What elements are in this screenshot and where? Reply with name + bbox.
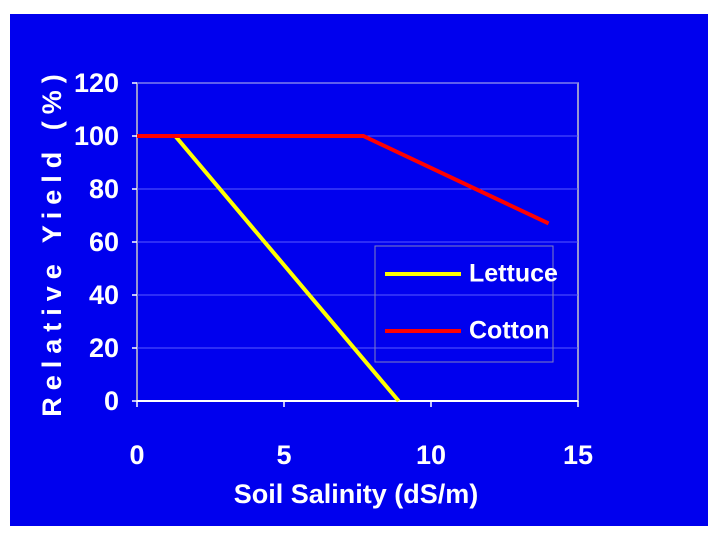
y-tick-label: 120 [74, 68, 119, 98]
y-tick-label: 0 [104, 386, 119, 416]
y-tick-label: 60 [89, 227, 119, 257]
slide-background [10, 14, 708, 526]
legend-label: Cotton [469, 317, 550, 345]
y-tick-label: 20 [89, 333, 119, 363]
y-axis-label: Relative Yield (%) [37, 67, 67, 417]
x-tick-label: 10 [416, 440, 446, 470]
x-axis-label: Soil Salinity (dS/m) [234, 479, 479, 509]
x-tick-label: 5 [276, 440, 291, 470]
y-tick-label: 100 [74, 121, 119, 151]
legend-box [374, 245, 554, 363]
x-tick-label: 15 [563, 440, 593, 470]
y-tick-label: 80 [89, 174, 119, 204]
x-tick-label: 0 [129, 440, 144, 470]
legend-label: Lettuce [469, 260, 558, 288]
y-tick-label: 40 [89, 280, 119, 310]
data-line [137, 134, 550, 226]
